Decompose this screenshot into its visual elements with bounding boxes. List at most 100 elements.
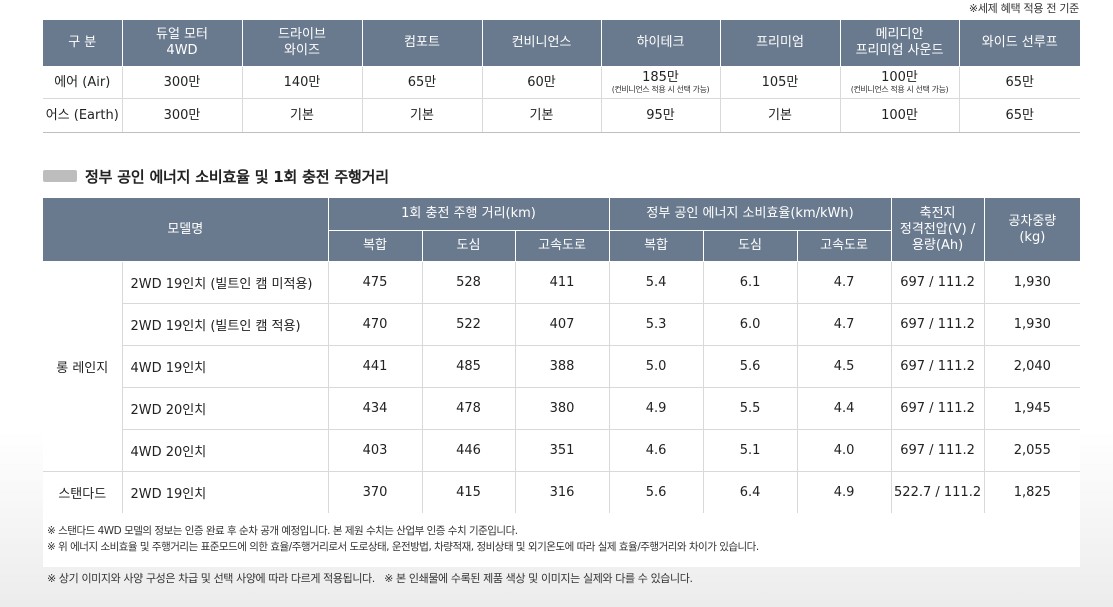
header-model: 모델명 — [43, 198, 329, 262]
trim-name: 어스 (Earth) — [43, 98, 123, 133]
group-name: 롱 레인지 — [43, 261, 123, 472]
price-cell: 140만 — [242, 66, 363, 99]
model-name: 2WD 20인치 — [122, 387, 329, 430]
model-name: 2WD 19인치 — [122, 471, 329, 513]
price-cell: 기본 — [242, 98, 363, 133]
value-cell: 485 — [422, 345, 516, 388]
price-cell: 60만 — [482, 66, 602, 99]
value-cell: 475 — [328, 261, 423, 304]
efficiency-subheader-row: 복합 도심 고속도로 복합 도심 고속도로 — [43, 230, 1080, 262]
value-cell: 5.6 — [703, 345, 798, 388]
price-cell: 95만 — [601, 98, 721, 133]
options-header-comfort: 컴포트 — [362, 20, 483, 67]
subheader-city: 도심 — [703, 230, 798, 262]
value-cell: 470 — [328, 303, 423, 346]
subheader-highway: 고속도로 — [797, 230, 892, 262]
table-row: 롱 레인지 2WD 19인치 (빌트인 캠 미적용) 475 528 411 5… — [43, 261, 1081, 472]
value-cell: 4.7 — [797, 261, 892, 304]
price-cell: 300만 — [122, 98, 243, 133]
section-title-text: 정부 공인 에너지 소비효율 및 1회 충전 주행거리 — [85, 167, 389, 186]
value-cell: 441 — [328, 345, 423, 388]
value-cell: 5.1 — [703, 429, 798, 472]
value-cell: 5.6 — [609, 471, 704, 513]
table-row: 에어 (Air) 300만 140만 65만 60만 185만 (컨비니언스 적용… — [43, 66, 1080, 99]
value-cell: 403 — [328, 429, 423, 472]
value-cell: 4.5 — [797, 345, 892, 388]
value-cell: 4.4 — [797, 387, 892, 430]
options-header-premium: 프리미엄 — [720, 20, 841, 67]
value-cell: 316 — [515, 471, 610, 513]
table-row: 어스 (Earth) 300만 기본 기본 기본 95만 기본 100만 65만 — [43, 98, 1080, 133]
price-cell: 100만 (컨비니언스 적용 시 선택 가능) — [840, 66, 960, 99]
value-cell: 388 — [515, 345, 610, 388]
value-cell: 5.5 — [703, 387, 798, 430]
value-cell: 6.0 — [703, 303, 798, 346]
value-cell: 478 — [422, 387, 516, 430]
value-cell: 6.1 — [703, 261, 798, 304]
price-cell: 300만 — [122, 66, 243, 99]
note-line: ※ 스탠다드 4WD 모델의 정보는 인증 완료 후 순차 공개 예정입니다. … — [47, 525, 518, 537]
value-cell: 370 — [328, 471, 423, 513]
value-cell: 5.0 — [609, 345, 704, 388]
notes-box: ※ 스탠다드 4WD 모델의 정보는 인증 완료 후 순차 공개 예정입니다. … — [43, 513, 1080, 567]
model-name: 4WD 19인치 — [122, 345, 329, 388]
value-cell: 1,825 — [984, 471, 1081, 513]
value-cell: 4.7 — [797, 303, 892, 346]
price-cell: 기본 — [362, 98, 483, 133]
value-cell: 380 — [515, 387, 610, 430]
value-cell: 4.9 — [797, 471, 892, 513]
model-name: 4WD 20인치 — [122, 429, 329, 472]
value-cell: 5.3 — [609, 303, 704, 346]
value-cell: 1,930 — [984, 261, 1081, 304]
value-cell: 411 — [515, 261, 610, 304]
value-cell: 446 — [422, 429, 516, 472]
header-efficiency: 정부 공인 에너지 소비효율(km/kWh) — [609, 198, 892, 231]
value-cell: 528 — [422, 261, 516, 304]
value-cell: 522 — [422, 303, 516, 346]
options-header-dual-motor: 듀얼 모터 4WD — [122, 20, 243, 67]
value-cell: 1,945 — [984, 387, 1081, 430]
price-cell: 기본 — [720, 98, 841, 133]
value-cell: 697 / 111.2 — [891, 387, 985, 430]
price-cell: 65만 — [362, 66, 483, 99]
value-cell: 407 — [515, 303, 610, 346]
options-header-convenience: 컨비니언스 — [482, 20, 602, 67]
value-cell: 697 / 111.2 — [891, 261, 985, 304]
value-cell: 2,055 — [984, 429, 1081, 472]
price-cell: 기본 — [482, 98, 602, 133]
options-header-category: 구 분 — [43, 20, 123, 67]
price-cell: 105만 — [720, 66, 841, 99]
model-name: 2WD 19인치 (빌트인 캠 미적용) — [122, 261, 329, 304]
price-footnote: (컨비니언스 적용 시 선택 가능) — [850, 84, 949, 94]
options-header-row: 구 분 듀얼 모터 4WD 드라이브 와이즈 컴포트 컨비니언스 하이테크 프리미엄… — [43, 20, 1080, 67]
subheader-combined: 복합 — [609, 230, 704, 262]
value-cell: 4.9 — [609, 387, 704, 430]
subheader-city: 도심 — [422, 230, 516, 262]
value-cell: 1,930 — [984, 303, 1081, 346]
value-cell: 697 / 111.2 — [891, 345, 985, 388]
trim-name: 에어 (Air) — [43, 66, 123, 99]
value-cell: 4.0 — [797, 429, 892, 472]
footer-disclaimer: ※ 상기 이미지와 사양 구성은 차급 및 선택 사양에 따라 다르게 적용됩니… — [47, 572, 693, 585]
options-header-drive-wise: 드라이브 와이즈 — [242, 20, 363, 67]
table-row: 2WD 20인치 434 478 380 4.9 5.5 4.4 697 / 1… — [43, 387, 1081, 430]
table-row: 2WD 19인치 (빌트인 캠 적용) 470 522 407 5.3 6.0 … — [43, 303, 1081, 346]
table-row: 4WD 20인치 403 446 351 4.6 5.1 4.0 697 / 1… — [43, 429, 1081, 472]
price-cell: 65만 — [959, 66, 1080, 99]
value-cell: 4.6 — [609, 429, 704, 472]
section-title: 정부 공인 에너지 소비효율 및 1회 충전 주행거리 — [43, 165, 389, 187]
note-line: ※ 위 에너지 소비효율 및 주행거리는 표준모드에 의한 효율/주행거리로서 … — [47, 541, 759, 553]
value-cell: 5.4 — [609, 261, 704, 304]
options-header-sunroof: 와이드 선루프 — [959, 20, 1080, 67]
value-cell: 351 — [515, 429, 610, 472]
options-header-hitech: 하이테크 — [601, 20, 721, 67]
table-row: 4WD 19인치 441 485 388 5.0 5.6 4.5 697 / 1… — [43, 345, 1081, 388]
model-name: 2WD 19인치 (빌트인 캠 적용) — [122, 303, 329, 346]
subheader-highway: 고속도로 — [515, 230, 610, 262]
group-name: 스탠다드 — [43, 471, 123, 513]
header-range: 1회 충전 주행 거리(km) — [328, 198, 610, 231]
price-cell: 100만 — [840, 98, 960, 133]
value-cell: 697 / 111.2 — [891, 303, 985, 346]
header-battery: 축전지 정격전압(V) / 용량(Ah) — [891, 198, 985, 262]
value-cell: 522.7 / 111.2 — [891, 471, 985, 513]
